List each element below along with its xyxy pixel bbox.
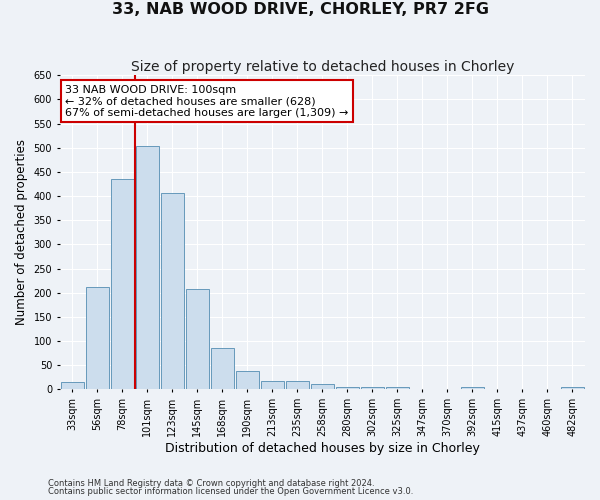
Bar bbox=[236, 371, 259, 390]
Bar bbox=[461, 386, 484, 390]
Bar bbox=[261, 381, 284, 390]
Bar bbox=[161, 192, 184, 390]
Bar bbox=[336, 386, 359, 390]
Bar bbox=[111, 179, 134, 390]
Bar bbox=[186, 290, 209, 390]
Bar bbox=[386, 388, 409, 390]
Text: 33, NAB WOOD DRIVE, CHORLEY, PR7 2FG: 33, NAB WOOD DRIVE, CHORLEY, PR7 2FG bbox=[112, 2, 488, 18]
Bar bbox=[86, 287, 109, 390]
Bar bbox=[61, 382, 83, 390]
Bar bbox=[136, 146, 158, 390]
Title: Size of property relative to detached houses in Chorley: Size of property relative to detached ho… bbox=[131, 60, 514, 74]
Bar bbox=[211, 348, 233, 390]
Text: Contains HM Land Registry data © Crown copyright and database right 2024.: Contains HM Land Registry data © Crown c… bbox=[48, 478, 374, 488]
Text: 33 NAB WOOD DRIVE: 100sqm
← 32% of detached houses are smaller (628)
67% of semi: 33 NAB WOOD DRIVE: 100sqm ← 32% of detac… bbox=[65, 84, 349, 118]
Bar bbox=[561, 387, 584, 390]
Y-axis label: Number of detached properties: Number of detached properties bbox=[15, 140, 28, 326]
Text: Contains public sector information licensed under the Open Government Licence v3: Contains public sector information licen… bbox=[48, 487, 413, 496]
X-axis label: Distribution of detached houses by size in Chorley: Distribution of detached houses by size … bbox=[165, 442, 480, 455]
Bar bbox=[311, 384, 334, 390]
Bar bbox=[361, 388, 383, 390]
Bar bbox=[286, 381, 308, 390]
